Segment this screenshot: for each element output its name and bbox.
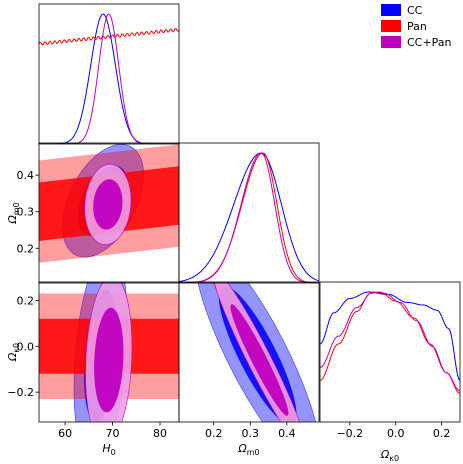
x-tick-label-om: 0.3 bbox=[242, 427, 260, 440]
axis-label-layer: H0 Ωm0 Ωκ0 Ωm0 Ωκ0 bbox=[6, 202, 399, 463]
legend-label-cc: CC bbox=[407, 4, 423, 17]
marginal-h0-pan bbox=[39, 28, 179, 46]
legend-swatch-ccpluspan bbox=[381, 36, 401, 48]
legend-swatch-cc bbox=[381, 4, 401, 16]
y-tick-label-om: 0.3 bbox=[17, 206, 35, 219]
density-lines-layer bbox=[39, 13, 460, 394]
marginal-ok-pan bbox=[320, 291, 460, 394]
panel-frame-1-1 bbox=[178, 142, 320, 284]
legend-label-ccpluspan: CC+Pan bbox=[407, 36, 451, 49]
marginal-ok-cc bbox=[320, 291, 460, 381]
x-tick-label-ok: 0.2 bbox=[433, 427, 451, 440]
legend-label-pan: Pan bbox=[407, 20, 427, 33]
x-tick-label-h0: 70 bbox=[106, 427, 120, 440]
ylabel-om: Ωm0 bbox=[6, 202, 21, 224]
panel-frames-layer bbox=[38, 3, 461, 423]
marginal-h0-ccpluspan bbox=[39, 13, 179, 144]
contour-fills-layer bbox=[39, 144, 316, 422]
ok-vs-h0-ccpan-68-contour bbox=[94, 307, 124, 413]
tick-layer: 60 70 80 0.2 0.3 0.4 −0.2 0.0 0.2 0.2 0.3 0.4 −0.2 0.… bbox=[7, 169, 450, 440]
ylabel-ok: Ωκ0 bbox=[6, 343, 21, 362]
panel-frame-2-2 bbox=[319, 281, 461, 423]
x-tick-label-om: 0.2 bbox=[205, 427, 223, 440]
x-tick-label-h0: 80 bbox=[153, 427, 167, 440]
xlabel-ok: Ωκ0 bbox=[380, 448, 399, 463]
y-tick-label-ok: 0.0 bbox=[17, 340, 35, 353]
legend: CC Pan CC+Pan bbox=[381, 4, 451, 49]
marginal-ok-ccpluspan bbox=[320, 291, 460, 392]
x-tick-label-om: 0.4 bbox=[278, 427, 296, 440]
marginal-h0-cc bbox=[39, 13, 179, 144]
y-tick-label-ok: 0.2 bbox=[17, 294, 35, 307]
xlabel-h0: H0 bbox=[102, 442, 115, 457]
x-tick-label-h0: 60 bbox=[58, 427, 72, 440]
x-tick-label-ok: −0.2 bbox=[336, 427, 363, 440]
y-tick-label-om: 0.4 bbox=[17, 169, 35, 182]
xlabel-om: Ωm0 bbox=[237, 442, 259, 457]
om-vs-h0-ccpan-68-contour bbox=[93, 179, 123, 230]
marginal-om-pan bbox=[179, 152, 319, 283]
marginal-om-cc bbox=[179, 152, 319, 283]
y-tick-label-om: 0.2 bbox=[17, 242, 35, 255]
panel-frame-1-2 bbox=[178, 281, 320, 423]
ok-vs-om-ccpan-68-contour bbox=[230, 304, 289, 416]
panel-frame-0-0 bbox=[38, 3, 180, 145]
marginal-om-ccpluspan bbox=[179, 152, 319, 283]
x-tick-label-ok: 0.0 bbox=[387, 427, 405, 440]
legend-swatch-pan bbox=[381, 20, 401, 32]
y-tick-label-ok: −0.2 bbox=[7, 386, 34, 399]
